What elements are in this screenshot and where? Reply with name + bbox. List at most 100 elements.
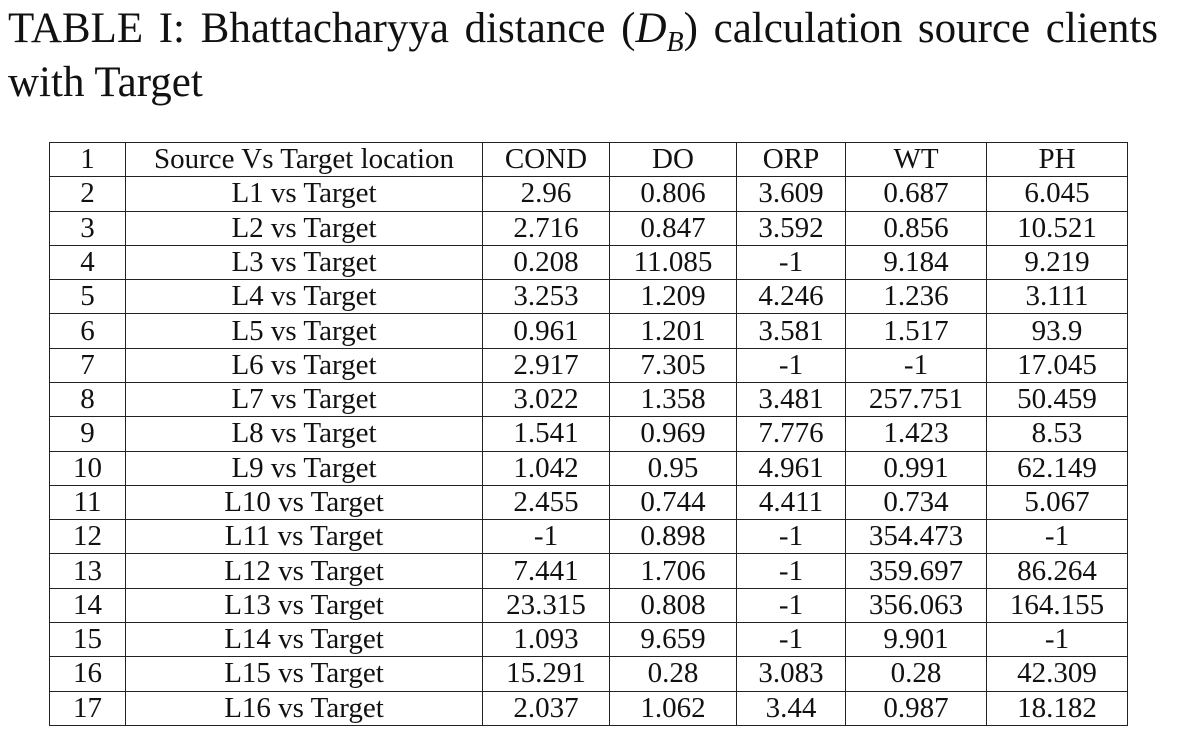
cell-wt: 1.236 <box>845 279 987 315</box>
cell-index: 11 <box>49 484 126 521</box>
distance-table: 1 Source Vs Target location COND DO ORP WT PH 2… <box>49 141 1128 726</box>
cell-orp: -1 <box>736 347 846 383</box>
cell-ph: 3.111 <box>986 279 1128 315</box>
table-row: 4 L3 vs Target 0.208 11.085 -1 9.184 9.219 <box>49 244 1128 281</box>
cell-source: L12 vs Target <box>125 553 483 589</box>
cell-source: L10 vs Target <box>125 484 483 521</box>
cell-cond: 2.96 <box>482 176 610 212</box>
cell-orp: -1 <box>736 621 846 658</box>
cell-do: 9.659 <box>609 621 737 658</box>
cell-ph: 164.155 <box>986 587 1128 623</box>
cell-wt: 9.901 <box>845 621 987 658</box>
cell-cond: 1.541 <box>482 416 610 452</box>
cell-do: 1.062 <box>609 690 737 726</box>
table-row: 12 L11 vs Target -1 0.898 -1 354.473 -1 <box>49 519 1128 555</box>
cell-source: L15 vs Target <box>125 656 483 692</box>
cell-wt: 257.751 <box>845 381 987 418</box>
cell-cond: 15.291 <box>482 656 610 692</box>
cell-do: 0.806 <box>609 176 737 212</box>
cell-ph: 10.521 <box>986 210 1128 246</box>
cell-index: 15 <box>49 621 126 658</box>
table-row: 16 L15 vs Target 15.291 0.28 3.083 0.28 42.309 <box>49 656 1128 692</box>
table-row: 10 L9 vs Target 1.042 0.95 4.961 0.991 62.149 <box>49 450 1128 486</box>
cell-do: 0.28 <box>609 656 737 692</box>
header-cell-source: Source Vs Target location <box>125 141 483 178</box>
table-row: 3 L2 vs Target 2.716 0.847 3.592 0.856 10.521 <box>49 210 1128 246</box>
cell-cond: 23.315 <box>482 587 610 623</box>
cell-source: L8 vs Target <box>125 416 483 452</box>
cell-cond: 0.961 <box>482 313 610 349</box>
cell-wt: 0.987 <box>845 690 987 726</box>
cell-index: 14 <box>49 587 126 623</box>
cell-ph: -1 <box>986 519 1128 555</box>
cell-index: 13 <box>49 553 126 589</box>
cell-do: 1.706 <box>609 553 737 589</box>
cell-do: 0.95 <box>609 450 737 486</box>
cell-do: 0.898 <box>609 519 737 555</box>
cell-ph: 93.9 <box>986 313 1128 349</box>
cell-ph: 62.149 <box>986 450 1128 486</box>
cell-orp: 4.246 <box>736 279 846 315</box>
cell-index: 8 <box>49 381 126 418</box>
cell-orp: 3.44 <box>736 690 846 726</box>
cell-source: L6 vs Target <box>125 347 483 383</box>
cell-index: 7 <box>49 347 126 383</box>
cell-cond: 0.208 <box>482 244 610 281</box>
cell-do: 11.085 <box>609 244 737 281</box>
cell-ph: 18.182 <box>986 690 1128 726</box>
caption-subscript: B <box>666 27 684 58</box>
cell-source: L3 vs Target <box>125 244 483 281</box>
cell-index: 5 <box>49 279 126 315</box>
cell-cond: 2.037 <box>482 690 610 726</box>
cell-index: 17 <box>49 690 126 726</box>
cell-do: 1.358 <box>609 381 737 418</box>
cell-ph: 17.045 <box>986 347 1128 383</box>
cell-wt: 0.28 <box>845 656 987 692</box>
cell-ph: 86.264 <box>986 553 1128 589</box>
caption-prefix: TABLE I: Bhattacharyya distance ( <box>8 5 636 52</box>
table-container: 1 Source Vs Target location COND DO ORP WT PH 2… <box>49 141 1128 726</box>
caption-symbol: D <box>635 5 667 52</box>
cell-source: L13 vs Target <box>125 587 483 623</box>
cell-source: L2 vs Target <box>125 210 483 246</box>
cell-wt: 359.697 <box>845 553 987 589</box>
table-header-row: 1 Source Vs Target location COND DO ORP WT PH <box>49 141 1128 178</box>
cell-index: 6 <box>49 313 126 349</box>
cell-orp: -1 <box>736 587 846 623</box>
cell-wt: 0.856 <box>845 210 987 246</box>
cell-index: 9 <box>49 416 126 452</box>
cell-index: 2 <box>49 176 126 212</box>
cell-wt: 0.687 <box>845 176 987 212</box>
cell-orp: 7.776 <box>736 416 846 452</box>
cell-orp: -1 <box>736 553 846 589</box>
header-cell-wt: WT <box>845 141 987 178</box>
cell-do: 7.305 <box>609 347 737 383</box>
cell-source: L1 vs Target <box>125 176 483 212</box>
cell-ph: 6.045 <box>986 176 1128 212</box>
table-row: 7 L6 vs Target 2.917 7.305 -1 -1 17.045 <box>49 347 1128 383</box>
cell-cond: 7.441 <box>482 553 610 589</box>
cell-cond: 3.022 <box>482 381 610 418</box>
table-row: 9 L8 vs Target 1.541 0.969 7.776 1.423 8.53 <box>49 416 1128 452</box>
cell-ph: 8.53 <box>986 416 1128 452</box>
cell-orp: 3.083 <box>736 656 846 692</box>
cell-source: L4 vs Target <box>125 279 483 315</box>
cell-orp: 3.581 <box>736 313 846 349</box>
cell-cond: 2.455 <box>482 484 610 521</box>
cell-source: L9 vs Target <box>125 450 483 486</box>
cell-do: 1.201 <box>609 313 737 349</box>
cell-cond: 1.042 <box>482 450 610 486</box>
cell-orp: 4.961 <box>736 450 846 486</box>
header-cell-orp: ORP <box>736 141 846 178</box>
cell-index: 3 <box>49 210 126 246</box>
cell-orp: -1 <box>736 519 846 555</box>
cell-cond: 2.917 <box>482 347 610 383</box>
cell-orp: 3.609 <box>736 176 846 212</box>
cell-source: L14 vs Target <box>125 621 483 658</box>
cell-cond: 3.253 <box>482 279 610 315</box>
cell-ph: 50.459 <box>986 381 1128 418</box>
header-cell-cond: COND <box>482 141 610 178</box>
cell-cond: 1.093 <box>482 621 610 658</box>
table-row: 8 L7 vs Target 3.022 1.358 3.481 257.751 50.45… <box>49 381 1128 418</box>
cell-orp: 3.592 <box>736 210 846 246</box>
